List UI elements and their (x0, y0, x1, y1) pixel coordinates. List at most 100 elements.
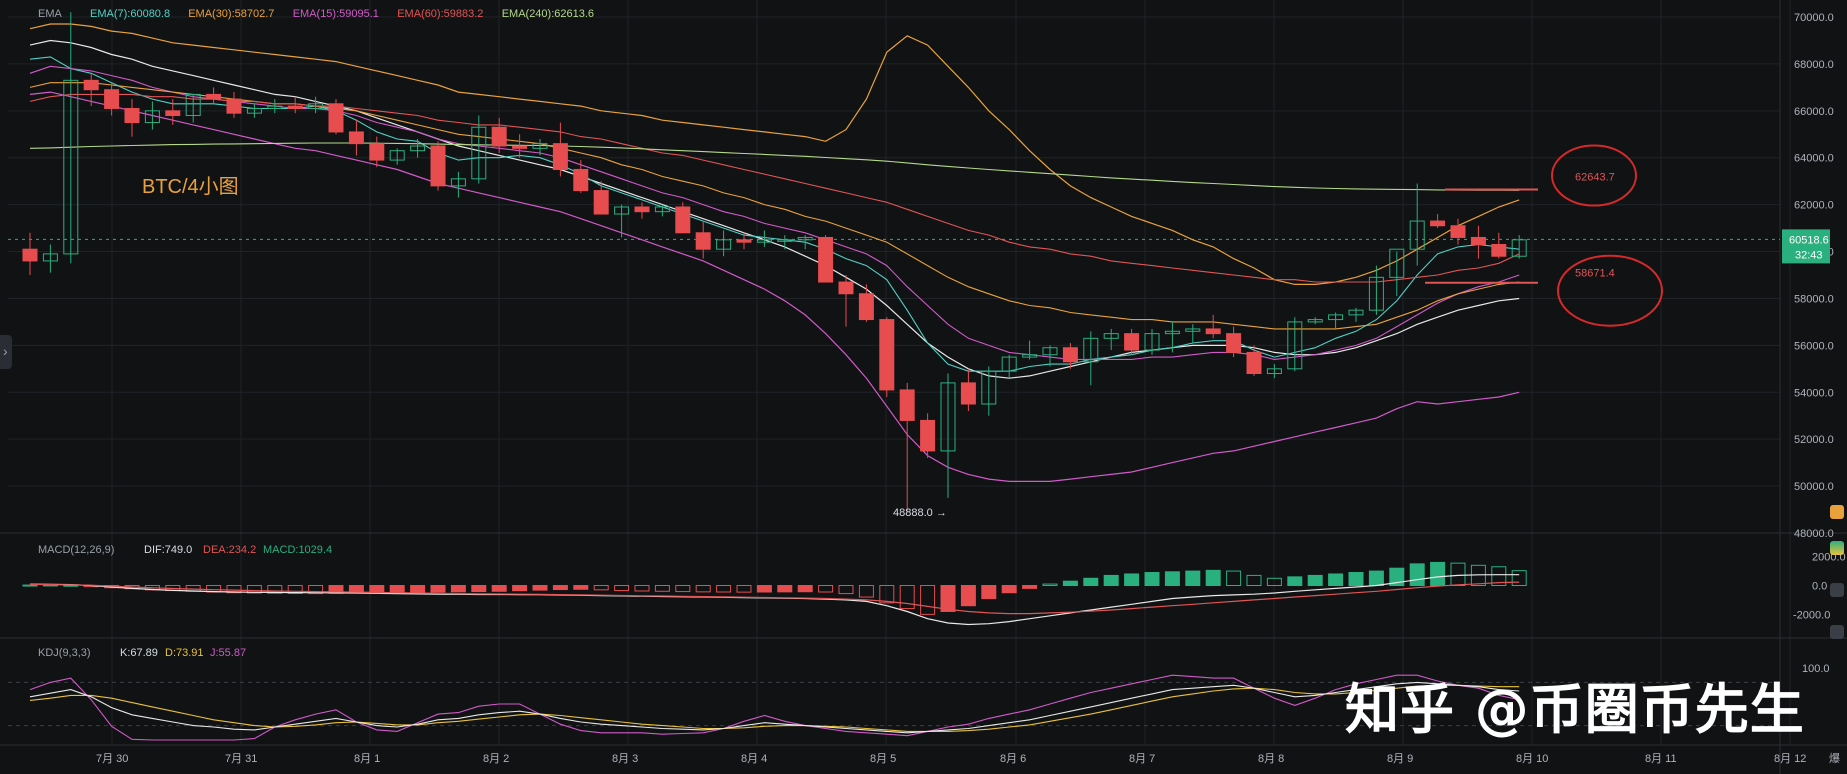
watermark-text: 知乎 @币圈币先生 (1345, 678, 1805, 741)
candle-body (1205, 328, 1221, 335)
ema-legend-item: EMA(30):58702.7 (188, 8, 274, 20)
macd-histogram-bar (552, 585, 568, 591)
candle-body (1307, 319, 1323, 323)
candle-body (1266, 368, 1282, 375)
macd-histogram-bar (1450, 562, 1466, 587)
macd-histogram-bar (1144, 572, 1160, 587)
candle-body (328, 103, 344, 133)
candle-body (1470, 236, 1486, 246)
kdj-j-label: J:55.87 (210, 647, 246, 659)
price-tick-label: 64000.0 (1794, 153, 1834, 165)
ema-legend-item: EMA(240):62613.6 (502, 8, 594, 20)
price-tick-label: 68000.0 (1794, 59, 1834, 71)
price-tick-label: 58000.0 (1794, 293, 1834, 305)
candle-body (899, 389, 915, 421)
kdj-title: KDJ(9,3,3) (38, 647, 91, 659)
candle-body (1083, 337, 1099, 363)
candle-body (308, 103, 324, 109)
macd-histogram-bar (838, 585, 854, 595)
candle-body (614, 206, 630, 215)
candle-body (818, 236, 834, 283)
ema-lines (29, 23, 1520, 482)
macd-histogram-bar (675, 585, 691, 593)
kdj-k-line (29, 681, 1520, 734)
macd-histogram-bar (1328, 573, 1344, 587)
candle-body (1042, 347, 1058, 356)
support-label: 58671.4 (1575, 268, 1615, 280)
candle-body (1226, 333, 1242, 353)
side-collapse-handle[interactable] (0, 335, 12, 369)
candle-body (348, 131, 364, 145)
macd-histogram-bar (981, 585, 997, 599)
candle-body (1409, 220, 1425, 250)
macd-tick-label: -2000.0 (1793, 609, 1830, 621)
candle-body (63, 79, 79, 255)
ema-line (29, 65, 1520, 360)
macd-histogram-bar (1022, 585, 1038, 589)
resistance-circle (1551, 144, 1637, 207)
ema-line (29, 93, 1520, 283)
macd-title: MACD(12,26,9) (38, 544, 114, 556)
band-line-white (29, 39, 1520, 379)
macd-histogram-bar (1368, 570, 1384, 587)
macd-dea-label: DEA:234.2 (203, 544, 256, 556)
macd-histogram-bar (22, 584, 38, 587)
macd-histogram-bar (1001, 585, 1017, 594)
kdj-d-label: D:73.91 (165, 647, 204, 659)
time-tick-label: 8月 4 (741, 753, 767, 765)
candle-body (797, 236, 813, 241)
alert-icon[interactable] (1830, 505, 1844, 519)
macd-histogram-bar (634, 585, 650, 592)
kdj-k-label: K:67.89 (120, 647, 158, 659)
price-tick-label: 62000.0 (1794, 200, 1834, 212)
candle-body (879, 319, 895, 391)
macd-histogram-bar (1389, 567, 1405, 587)
macd-histogram-bar (491, 585, 507, 592)
macd-histogram-bar (777, 585, 793, 593)
candle-body (838, 281, 854, 295)
candlestick-series[interactable] (22, 12, 1527, 512)
resistance-label: 62643.7 (1575, 172, 1615, 184)
time-tick-label: 8月 2 (483, 753, 509, 765)
ema-line (29, 142, 1520, 191)
candle-body (593, 190, 609, 215)
candle-body (532, 143, 548, 149)
macd-histogram-bar (369, 585, 385, 594)
candle-body (430, 145, 446, 187)
macd-histogram-bar (308, 585, 324, 595)
candle-body (1164, 330, 1180, 335)
macd-histogram-bar (1205, 569, 1221, 587)
candle-body (42, 253, 58, 262)
candle-body (777, 239, 793, 242)
macd-histogram-bar (1083, 577, 1099, 587)
settings-icon-2[interactable] (1830, 625, 1844, 639)
candle-body (675, 206, 691, 234)
settings-icon[interactable] (1830, 583, 1844, 597)
candle-body (716, 239, 732, 250)
macd-histogram-bar (1430, 561, 1446, 587)
gradient-icon[interactable] (1830, 541, 1844, 555)
macd-tick-label: 0.0 (1812, 581, 1827, 593)
macd-histogram-bar (1511, 570, 1527, 587)
macd-histogram-bar (1409, 563, 1425, 587)
macd-value-label: MACD:1029.4 (263, 544, 332, 556)
candle-body (124, 107, 140, 124)
price-axis: 70000.068000.066000.064000.062000.060000… (1782, 12, 1846, 675)
candle-body (287, 105, 303, 109)
macd-histogram-bar (797, 585, 813, 593)
kdj-tick-label: 100.0 (1802, 663, 1830, 675)
current-price-badge (1782, 229, 1830, 264)
candle-body (940, 382, 956, 452)
macd-histogram-bar (1103, 574, 1119, 587)
price-tick-label: 66000.0 (1794, 106, 1834, 118)
band-line-lower (29, 91, 1520, 482)
macd-histogram-bar (899, 585, 915, 610)
macd-histogram-bar (512, 585, 528, 592)
candle-body (858, 293, 874, 321)
chart-symbol-label: BTC/4小图 (142, 176, 239, 198)
annotations: 48888.0 → 62643.7 58671.4 (893, 144, 1663, 519)
candle-body (410, 145, 426, 152)
candle-body (1124, 333, 1140, 351)
candle-body (1389, 248, 1405, 278)
